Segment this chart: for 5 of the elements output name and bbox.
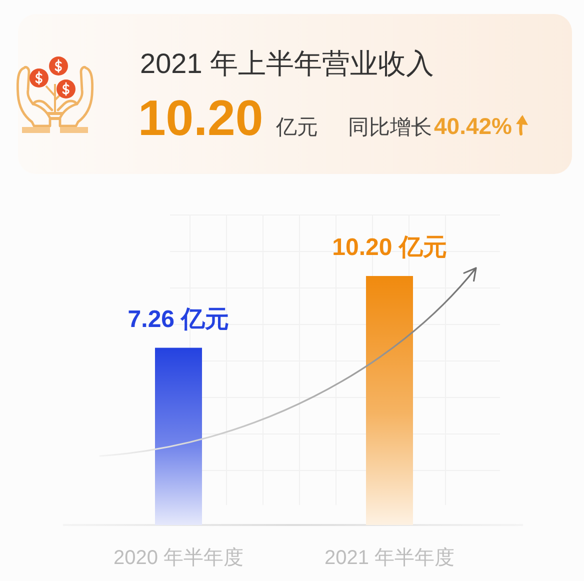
title: 2021 年上半年营业收入 [140, 48, 434, 79]
annotation: 同比增长 [348, 116, 432, 139]
annotation: 亿元 [276, 116, 318, 139]
annotation: 40.42% [434, 113, 512, 139]
annotation: 10.20 [138, 90, 264, 146]
